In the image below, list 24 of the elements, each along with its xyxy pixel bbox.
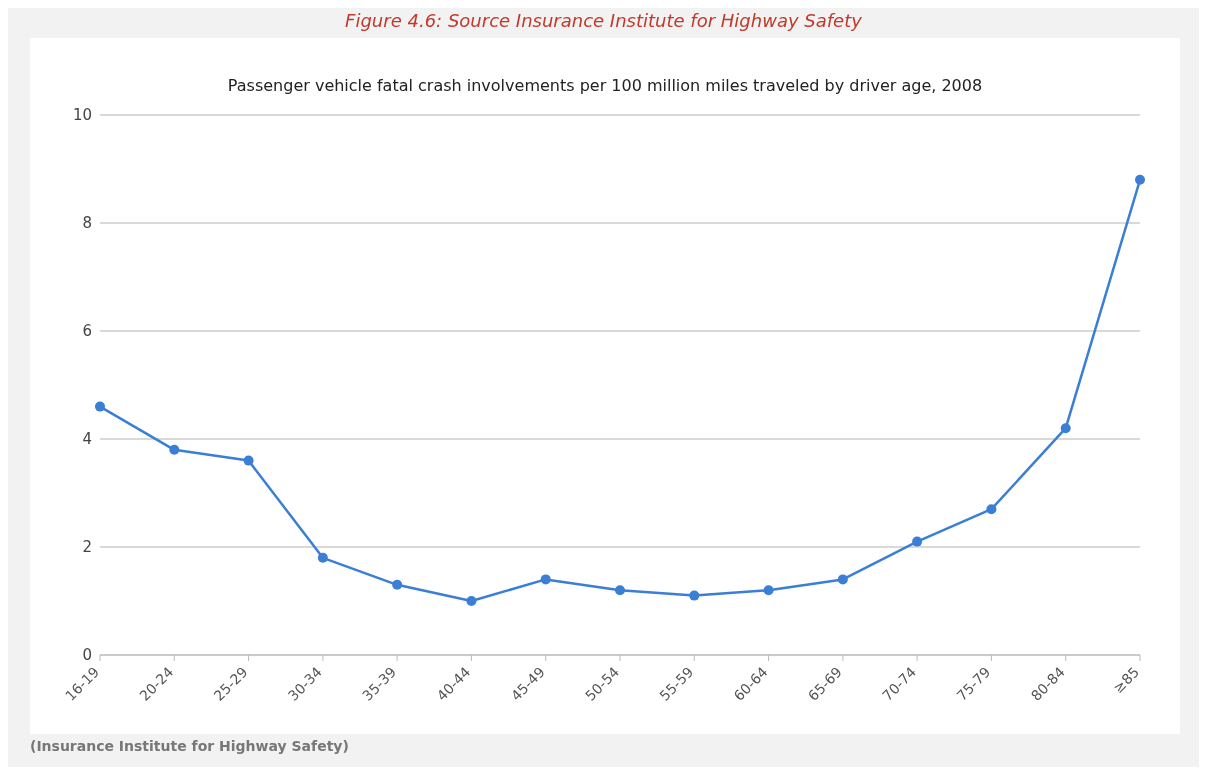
y-tick-label: 0 xyxy=(82,646,92,665)
text: (Insurance Institute for Highway Safety) xyxy=(30,738,349,754)
point xyxy=(986,504,997,515)
point xyxy=(689,590,700,601)
point xyxy=(912,536,923,547)
point xyxy=(466,596,477,606)
point xyxy=(243,455,254,466)
point xyxy=(615,585,625,596)
y-tick-label: 10 xyxy=(72,106,92,125)
y-tick-label: 4 xyxy=(82,430,92,449)
point xyxy=(392,579,403,590)
point xyxy=(540,574,551,585)
point xyxy=(317,552,328,563)
y-tick-label: 2 xyxy=(82,538,92,557)
point xyxy=(1060,423,1071,434)
chart-title: Passenger vehicle fatal crash involvements per 100 million miles traveled by driver age, 2008 xyxy=(226,76,984,95)
point xyxy=(95,401,105,412)
y-tick-label: 8 xyxy=(82,214,92,233)
point xyxy=(169,444,180,455)
point xyxy=(1135,174,1145,185)
point xyxy=(837,574,848,585)
point xyxy=(763,585,774,596)
y-tick-label: 6 xyxy=(82,322,92,341)
caption: Figure 4.6: Source Insurance Institute for Highway Safety xyxy=(344,9,863,33)
